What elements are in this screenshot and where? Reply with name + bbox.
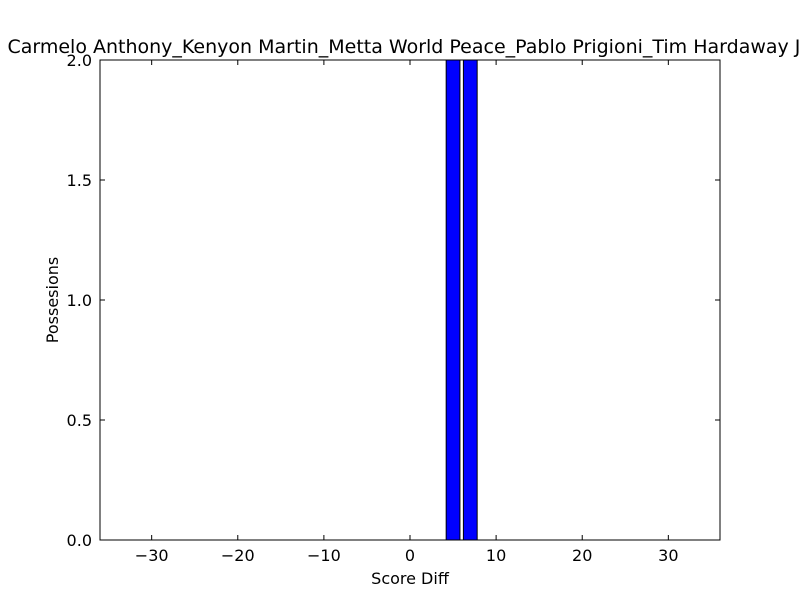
x-tick-label: −30 bbox=[135, 546, 169, 565]
y-tick-label: 1.0 bbox=[67, 291, 92, 310]
y-tick-label: 0.5 bbox=[67, 411, 92, 430]
x-tick-label: 10 bbox=[486, 546, 506, 565]
x-tick-label: −20 bbox=[221, 546, 255, 565]
y-tick-label: 1.5 bbox=[67, 171, 92, 190]
x-tick-label: −10 bbox=[307, 546, 341, 565]
x-tick-label: 30 bbox=[658, 546, 678, 565]
x-tick-label: 0 bbox=[405, 546, 415, 565]
bar-0 bbox=[445, 59, 461, 541]
y-axis-label: Possesions bbox=[43, 257, 62, 343]
plot-area: −30 −20 −10 0 10 20 30 0.0 0.5 1.0 1.5 2.0 bbox=[67, 51, 721, 565]
x-tick-label: 20 bbox=[572, 546, 592, 565]
y-tick-label: 2.0 bbox=[67, 51, 92, 70]
bar-1 bbox=[462, 59, 478, 541]
x-axis-label: Score Diff bbox=[371, 569, 450, 588]
y-tick-label: 0.0 bbox=[67, 531, 92, 550]
chart-title: Carmelo Anthony_Kenyon Martin_Metta Worl… bbox=[7, 36, 800, 58]
axes-frame bbox=[99, 59, 721, 541]
